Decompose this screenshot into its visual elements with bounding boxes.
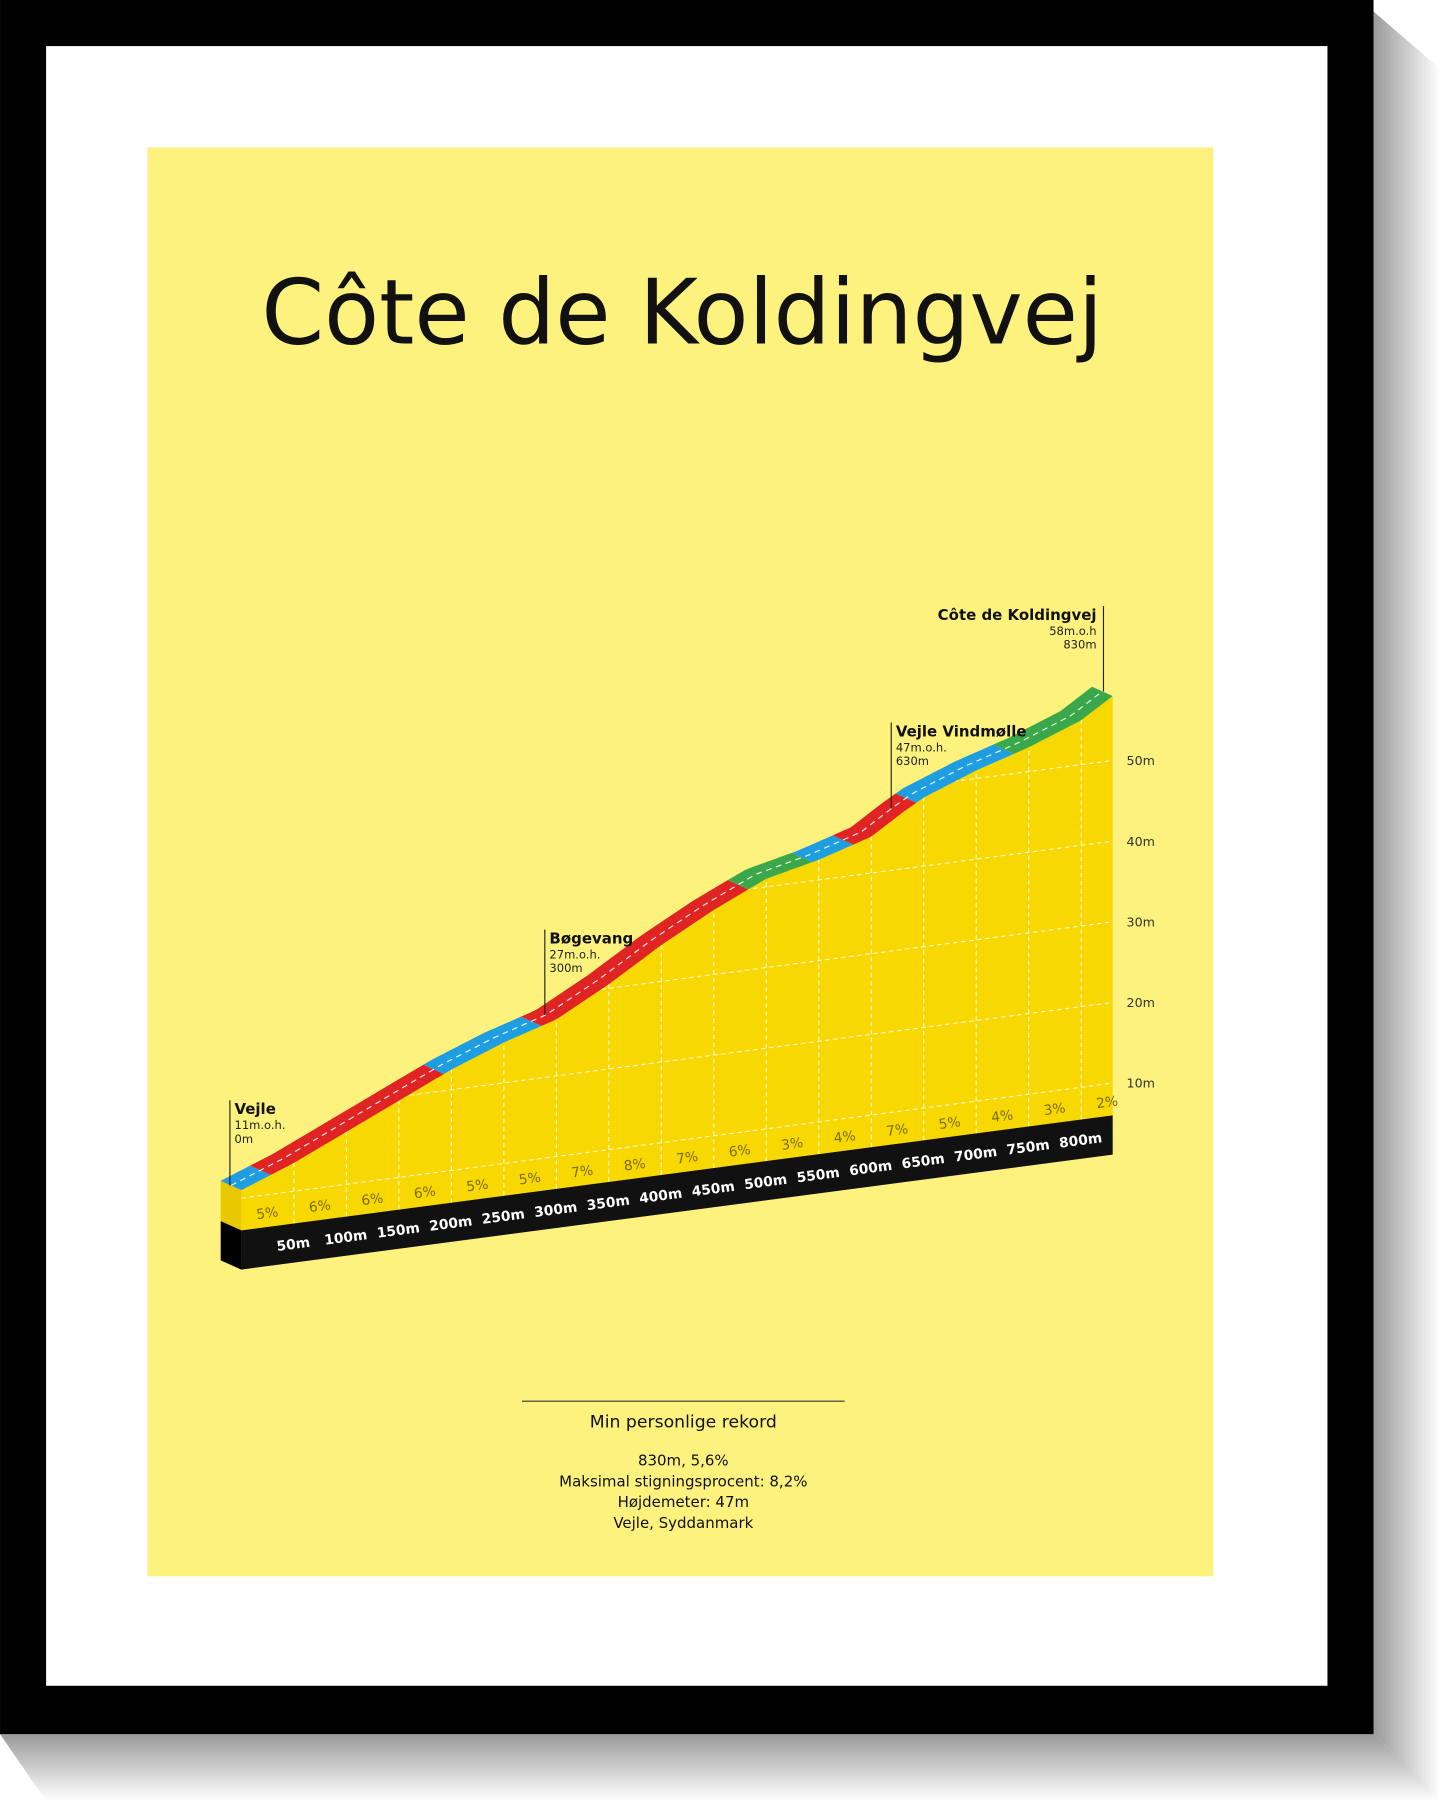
shadow-bottom (0, 1734, 1441, 1801)
x-tick-label: 600m (848, 1158, 893, 1180)
gradient-label: 8% (623, 1156, 647, 1175)
gradient-label: 5% (938, 1114, 962, 1133)
annotation-elevation: 11m.o.h. (235, 1118, 286, 1132)
annotation-distance: 630m (896, 754, 929, 768)
gradient-label: 6% (360, 1190, 384, 1209)
gradient-label: 4% (990, 1107, 1014, 1126)
y-tick-label: 30m (1127, 914, 1155, 929)
y-tick-label: 10m (1127, 1076, 1155, 1091)
road-segment (423, 1016, 542, 1074)
chart-front-face (241, 695, 1113, 1231)
x-tick-label: 650m (901, 1151, 946, 1173)
y-tick-label: 50m (1127, 753, 1155, 768)
road-segment (993, 686, 1113, 754)
footer-heading: Min personlige rekord (590, 1413, 777, 1433)
annotation-elevation: 58m.o.h (1049, 624, 1096, 638)
annotation-distance: 830m (1063, 638, 1096, 652)
x-tick-label: 300m (533, 1199, 578, 1221)
gradient-label: 5% (465, 1177, 489, 1196)
gradient-label: 3% (1043, 1100, 1067, 1119)
annotation-distance: 300m (549, 961, 582, 975)
annotation-elevation: 27m.o.h. (549, 947, 600, 961)
gradient-label: 5% (518, 1170, 542, 1189)
footer-line-max-gradient: Maksimal stigningsprocent: 8,2% (559, 1472, 807, 1490)
road-center-line (230, 692, 1101, 1186)
base-band (241, 1115, 1113, 1270)
road-segment (520, 880, 749, 1026)
x-tick-label: 500m (743, 1172, 788, 1194)
gradient-label: 6% (413, 1184, 437, 1203)
poster-title: Côte de Koldingvej (261, 261, 1103, 365)
x-tick-label: 100m (323, 1227, 368, 1249)
annotation-elevation: 47m.o.h. (896, 740, 947, 754)
footer-line-distance: 830m, 5,6% (638, 1452, 729, 1470)
y-tick-label: 20m (1127, 995, 1155, 1010)
x-tick-label: 400m (638, 1186, 683, 1208)
annotation-name: Vejle Vindmølle (896, 722, 1027, 740)
x-tick-label: 700m (953, 1144, 998, 1166)
annotation-name: Côte de Koldingvej (938, 606, 1097, 624)
x-tick-label: 800m (1058, 1130, 1103, 1152)
x-tick-label: 150m (376, 1220, 421, 1242)
gradient-label: 6% (308, 1197, 332, 1216)
gradient-label: 7% (885, 1121, 909, 1140)
x-tick-label: 50m (276, 1235, 311, 1255)
annotation-distance: 0m (235, 1132, 254, 1146)
road-segment (895, 744, 1015, 803)
footer-line-elevation-gain: Højdemeter: 47m (618, 1493, 749, 1511)
gradient-label: 2% (1095, 1093, 1119, 1112)
footer-line-location: Vejle, Syddanmark (613, 1514, 753, 1532)
gradient-label: 7% (570, 1163, 594, 1182)
x-tick-label: 550m (796, 1165, 841, 1187)
x-tick-label: 750m (1006, 1137, 1051, 1159)
shadow-right (1373, 11, 1441, 1801)
x-tick-label: 200m (428, 1213, 473, 1235)
road-segment (727, 852, 813, 890)
grid-line-horizontal (241, 1082, 1113, 1199)
gradient-label: 4% (833, 1128, 857, 1147)
gradient-label: 3% (780, 1135, 804, 1154)
gradient-label: 5% (255, 1204, 279, 1223)
y-tick-label: 40m (1127, 834, 1155, 849)
gradient-label: 6% (728, 1142, 752, 1161)
annotation-name: Vejle (235, 1100, 276, 1118)
gradient-label: 7% (675, 1149, 699, 1168)
annotation-name: Bøgevang (549, 929, 633, 947)
base-side-face (220, 1221, 242, 1270)
x-tick-label: 250m (481, 1206, 526, 1228)
chart-left-side-face (220, 1180, 242, 1231)
x-tick-label: 450m (691, 1179, 736, 1201)
x-tick-label: 350m (586, 1193, 631, 1215)
